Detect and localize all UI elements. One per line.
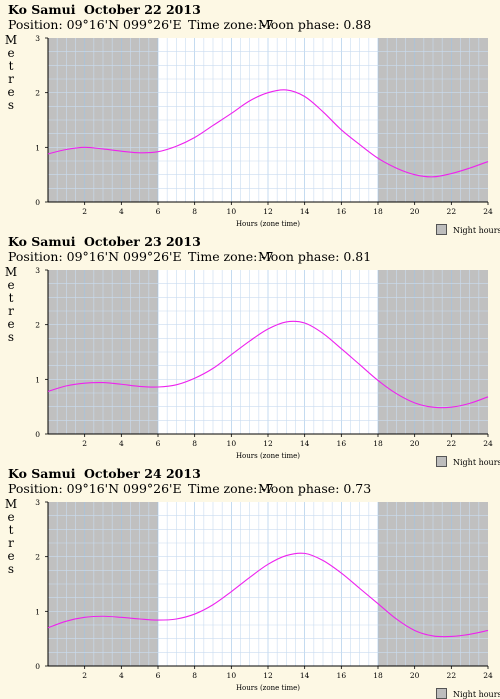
chart-legend: Night hours [436,688,500,699]
x-tick-label: 2 [82,439,87,448]
x-tick-label: 4 [119,439,124,448]
y-tick-label: 1 [35,607,40,616]
x-tick-label: 10 [227,207,237,216]
x-tick-label: 16 [337,671,347,680]
x-tick-label: 20 [410,671,420,680]
night-hours-swatch [436,456,447,467]
x-tick-label: 12 [263,207,273,216]
timezone-text: Time zone: -7 [188,17,274,32]
x-tick-label: 8 [192,671,197,680]
timezone-text: Time zone: -7 [188,249,274,264]
x-tick-label: 18 [373,671,383,680]
tide-height-line [47,89,489,178]
x-tick-label: 6 [156,671,161,680]
position-text: Position: 09°16'N 099°26'E [8,481,182,496]
chart-date: October 22 2013 [84,2,201,17]
x-tick-label: 14 [300,207,310,216]
location-name: Ko Samui [8,466,76,481]
y-tick-label: 3 [35,266,40,275]
x-tick-label: 12 [263,439,273,448]
y-tick-label: 0 [35,198,40,207]
x-tick-label: 22 [447,439,457,448]
y-tick-label: 1 [35,375,40,384]
chart-legend: Night hours [436,456,500,467]
panel-title: Ko Samui October 24 2013 [8,466,201,481]
x-axis-title: Hours (zone time) [236,220,300,228]
x-tick-label: 14 [300,671,310,680]
y-tick-label: 2 [35,321,40,330]
tide-chart-panel-1: Ko Samui October 22 2013 Position: 09°16… [0,2,500,235]
y-tick-label: 1 [35,143,40,152]
moon-phase-text: Moon phase: 0.73 [258,481,372,496]
position-text: Position: 09°16'N 099°26'E [8,17,182,32]
x-tick-label: 6 [156,207,161,216]
x-tick-label: 22 [447,207,457,216]
position-text: Position: 09°16'N 099°26'E [8,249,182,264]
legend-label: Night hours [453,458,500,467]
panel-title: Ko Samui October 22 2013 [8,2,201,17]
chart-legend: Night hours [436,224,500,235]
moon-phase-text: Moon phase: 0.88 [258,17,372,32]
moon-phase-text: Moon phase: 0.81 [258,249,372,264]
y-tick-label: 2 [35,553,40,562]
y-tick-label: 2 [35,89,40,98]
chart-date: October 24 2013 [84,466,201,481]
y-tick-label: 3 [35,498,40,507]
x-tick-label: 14 [300,439,310,448]
x-tick-label: 24 [483,439,493,448]
timezone-text: Time zone: -7 [188,481,274,496]
panel-title: Ko Samui October 23 2013 [8,234,201,249]
x-tick-label: 16 [337,207,347,216]
location-name: Ko Samui [8,2,76,17]
y-tick-label: 0 [35,662,40,671]
x-tick-label: 10 [227,671,237,680]
x-tick-label: 12 [263,671,273,680]
location-name: Ko Samui [8,234,76,249]
x-axis-title: Hours (zone time) [236,684,300,692]
x-tick-label: 18 [373,439,383,448]
night-hours-swatch [436,688,447,699]
x-tick-label: 2 [82,671,87,680]
x-tick-label: 2 [82,207,87,216]
x-tick-label: 4 [119,671,124,680]
x-tick-label: 18 [373,207,383,216]
x-tick-label: 24 [483,207,493,216]
x-axis-title: Hours (zone time) [236,452,300,460]
x-tick-label: 16 [337,439,347,448]
x-tick-label: 8 [192,207,197,216]
tide-height-line [47,552,489,638]
x-tick-label: 20 [410,207,420,216]
x-tick-label: 20 [410,439,420,448]
y-tick-label: 3 [35,34,40,43]
x-tick-label: 10 [227,439,237,448]
tide-chart-panel-2: Ko Samui October 23 2013 Position: 09°16… [0,234,500,467]
tide-height-line [47,320,489,409]
x-tick-label: 6 [156,439,161,448]
x-tick-label: 24 [483,671,493,680]
y-tick-label: 0 [35,430,40,439]
x-tick-label: 8 [192,439,197,448]
legend-label: Night hours [453,690,500,699]
chart-date: October 23 2013 [84,234,201,249]
x-tick-label: 22 [447,671,457,680]
night-hours-swatch [436,224,447,235]
x-tick-label: 4 [119,207,124,216]
legend-label: Night hours [453,226,500,235]
tide-chart-panel-3: Ko Samui October 24 2013 Position: 09°16… [0,466,500,699]
